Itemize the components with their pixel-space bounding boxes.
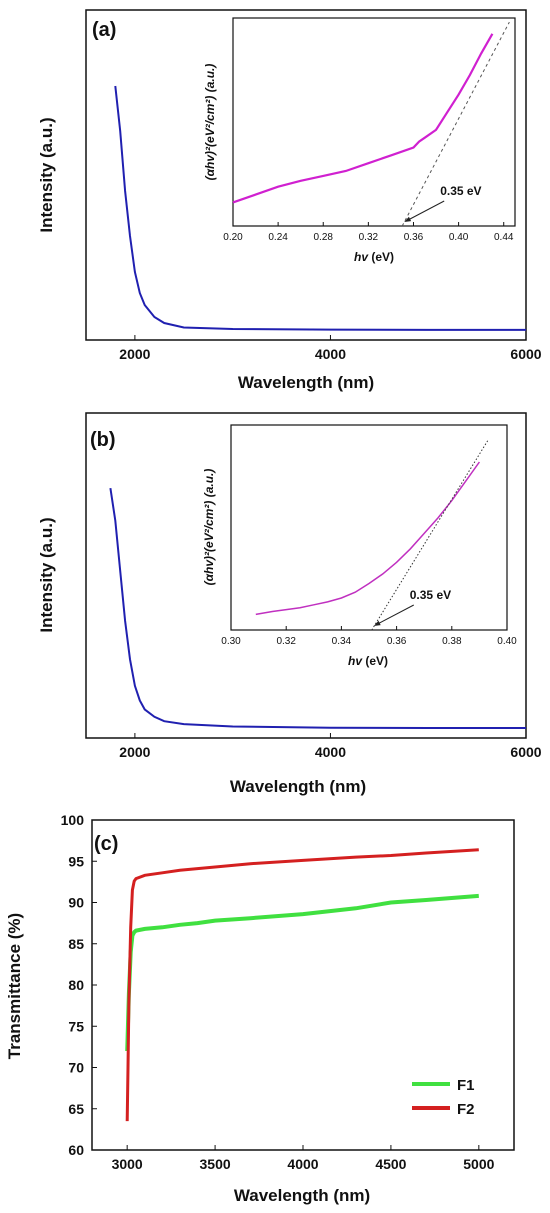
panel-b-inset-ylabel: (αhv)²(eV²/cm²) (a.u.) — [202, 469, 216, 586]
panel-b-ylabel: Intensity (a.u.) — [37, 517, 56, 632]
panel-b-inset: 0.30 0.32 0.34 0.36 0.38 0.40 0.35 eV (αhv)²(… — [202, 424, 517, 668]
panel-a-inset-xlabel: hv (eV) — [354, 250, 394, 264]
panel-b-inset-tauc-line — [255, 461, 481, 616]
panel-c-y-tick-label-4: 80 — [68, 977, 84, 993]
panel-b-inset-arrowhead — [373, 620, 381, 626]
panel-b-frame — [85, 412, 527, 739]
panel-c-x-tick-label-1: 3500 — [200, 1156, 231, 1172]
panel-b-inset-xlabel-unit: (eV) — [362, 654, 388, 668]
legend-f1-label: F1 — [457, 1077, 475, 1094]
panel-c-y-tick-label-5: 85 — [68, 936, 84, 952]
panel-c-frame — [91, 819, 515, 1151]
panel-b-inset-xlabel-hv: hv — [348, 654, 363, 668]
panel-c-y-tick-label-3: 75 — [68, 1018, 84, 1034]
panel-b-label: (b) — [90, 429, 116, 451]
panel-c-ylabel: Transmittance (%) — [5, 913, 24, 1059]
panel-c-y-tick-label-1: 65 — [68, 1101, 84, 1117]
panel-b-inset-x-tick-label-2: 0.34 — [332, 636, 352, 647]
panel-a-inset-frame — [232, 17, 516, 227]
panel-a-inset-x-tick-label-6: 0.44 — [494, 232, 514, 243]
panel-a-inset-tangent — [401, 21, 510, 227]
panel-a-x-tick-label-1: 4000 — [315, 346, 346, 362]
panel-a-inset-xlabel-unit: (eV) — [368, 250, 394, 264]
panel-c-x-tick-label-4: 5000 — [463, 1156, 494, 1172]
panel-b-inset-annotation: 0.35 eV — [410, 588, 451, 602]
panel-c-y-tick-label-7: 95 — [68, 853, 84, 869]
panel-c-y-tick-label-8: 100 — [61, 812, 85, 828]
panel-c-y-tick-label-6: 90 — [68, 895, 84, 911]
legend-f2-label: F2 — [457, 1101, 475, 1118]
panel-a-x-ticks: 2000 4000 6000 — [119, 335, 542, 362]
panel-c-y-ticks: 60 65 70 75 80 85 90 95 100 — [61, 812, 97, 1158]
panel-c-xlabel: Wavelength (nm) — [234, 1186, 370, 1205]
panel-b-inset-x-tick-label-0: 0.30 — [221, 636, 241, 647]
panel-b-inset-x-tick-label-4: 0.38 — [442, 636, 462, 647]
panel-a-inset-x-tick-label-1: 0.24 — [268, 232, 288, 243]
panel-a-inset-x-tick-label-4: 0.36 — [404, 232, 424, 243]
panel-a-x-tick-label-0: 2000 — [119, 346, 150, 362]
panel-c-label: (c) — [94, 833, 118, 855]
panel-a-inset: 0.20 0.24 0.28 0.32 0.36 0.40 0.44 0.35 eV (αh… — [203, 17, 516, 264]
panel-c: (c) Transmittance (%) Wavelength (nm) 30… — [5, 812, 515, 1205]
panel-a-inset-arrowhead — [404, 216, 412, 222]
panel-a-inset-arrow — [405, 200, 445, 222]
panel-b-xlabel: Wavelength (nm) — [230, 777, 366, 796]
panel-a-inset-ylabel: (αhv)²(eV²/cm²) (a.u.) — [203, 64, 217, 181]
panel-c-x-ticks: 3000 3500 4000 4500 5000 — [112, 1145, 495, 1172]
panel-a-inset-x-tick-label-5: 0.40 — [449, 232, 469, 243]
panel-b-inset-x-ticks: 0.30 0.32 0.34 0.36 0.38 0.40 — [221, 626, 517, 647]
panel-b-intensity-line — [109, 487, 526, 729]
panel-c-series-f1-line — [125, 893, 479, 1052]
panel-b-x-tick-label-2: 6000 — [510, 744, 541, 760]
panel-a-frame — [85, 9, 527, 341]
panel-b-inset-x-tick-label-1: 0.32 — [276, 636, 296, 647]
panel-c-x-tick-label-0: 3000 — [112, 1156, 143, 1172]
panel-a-x-tick-label-2: 6000 — [510, 346, 541, 362]
panel-a-inset-tauc-line — [232, 33, 494, 204]
panel-c-y-tick-label-2: 70 — [68, 1060, 84, 1076]
panel-a-inset-x-tick-label-3: 0.32 — [359, 232, 379, 243]
panel-c-x-tick-label-2: 4000 — [287, 1156, 318, 1172]
panel-a-inset-annotation: 0.35 eV — [440, 184, 481, 198]
panel-b-inset-arrow — [375, 604, 414, 626]
panel-c-y-tick-label-0: 60 — [68, 1142, 84, 1158]
panel-a-ylabel: Intensity (a.u.) — [37, 117, 56, 232]
panel-a-xlabel: Wavelength (nm) — [238, 373, 374, 392]
panel-a-inset-x-tick-label-0: 0.20 — [223, 232, 243, 243]
panel-a: (a) Intensity (a.u.) Wavelength (nm) 200… — [37, 9, 542, 392]
panel-a-inset-x-ticks: 0.20 0.24 0.28 0.32 0.36 0.40 0.44 — [223, 222, 514, 243]
panel-b-inset-x-tick-label-3: 0.36 — [387, 636, 407, 647]
panel-b-inset-frame — [230, 424, 508, 631]
panel-c-series-f2-line — [125, 848, 479, 1122]
panel-b: (b) Intensity (a.u.) Wavelength (nm) 200… — [37, 412, 542, 796]
panel-a-inset-xlabel-hv: hv — [354, 250, 369, 264]
panel-b-x-tick-label-0: 2000 — [119, 744, 150, 760]
panel-a-intensity-line — [114, 85, 526, 331]
panel-c-legend: F1 F2 — [412, 1077, 475, 1118]
panel-b-x-ticks: 2000 4000 6000 — [119, 733, 542, 760]
panel-a-label: (a) — [92, 19, 116, 41]
panel-a-inset-x-tick-label-2: 0.28 — [314, 232, 334, 243]
panel-b-x-tick-label-1: 4000 — [315, 744, 346, 760]
panel-b-inset-xlabel: hv (eV) — [348, 654, 388, 668]
panel-b-inset-x-tick-label-5: 0.40 — [497, 636, 517, 647]
panel-c-x-tick-label-3: 4500 — [375, 1156, 406, 1172]
